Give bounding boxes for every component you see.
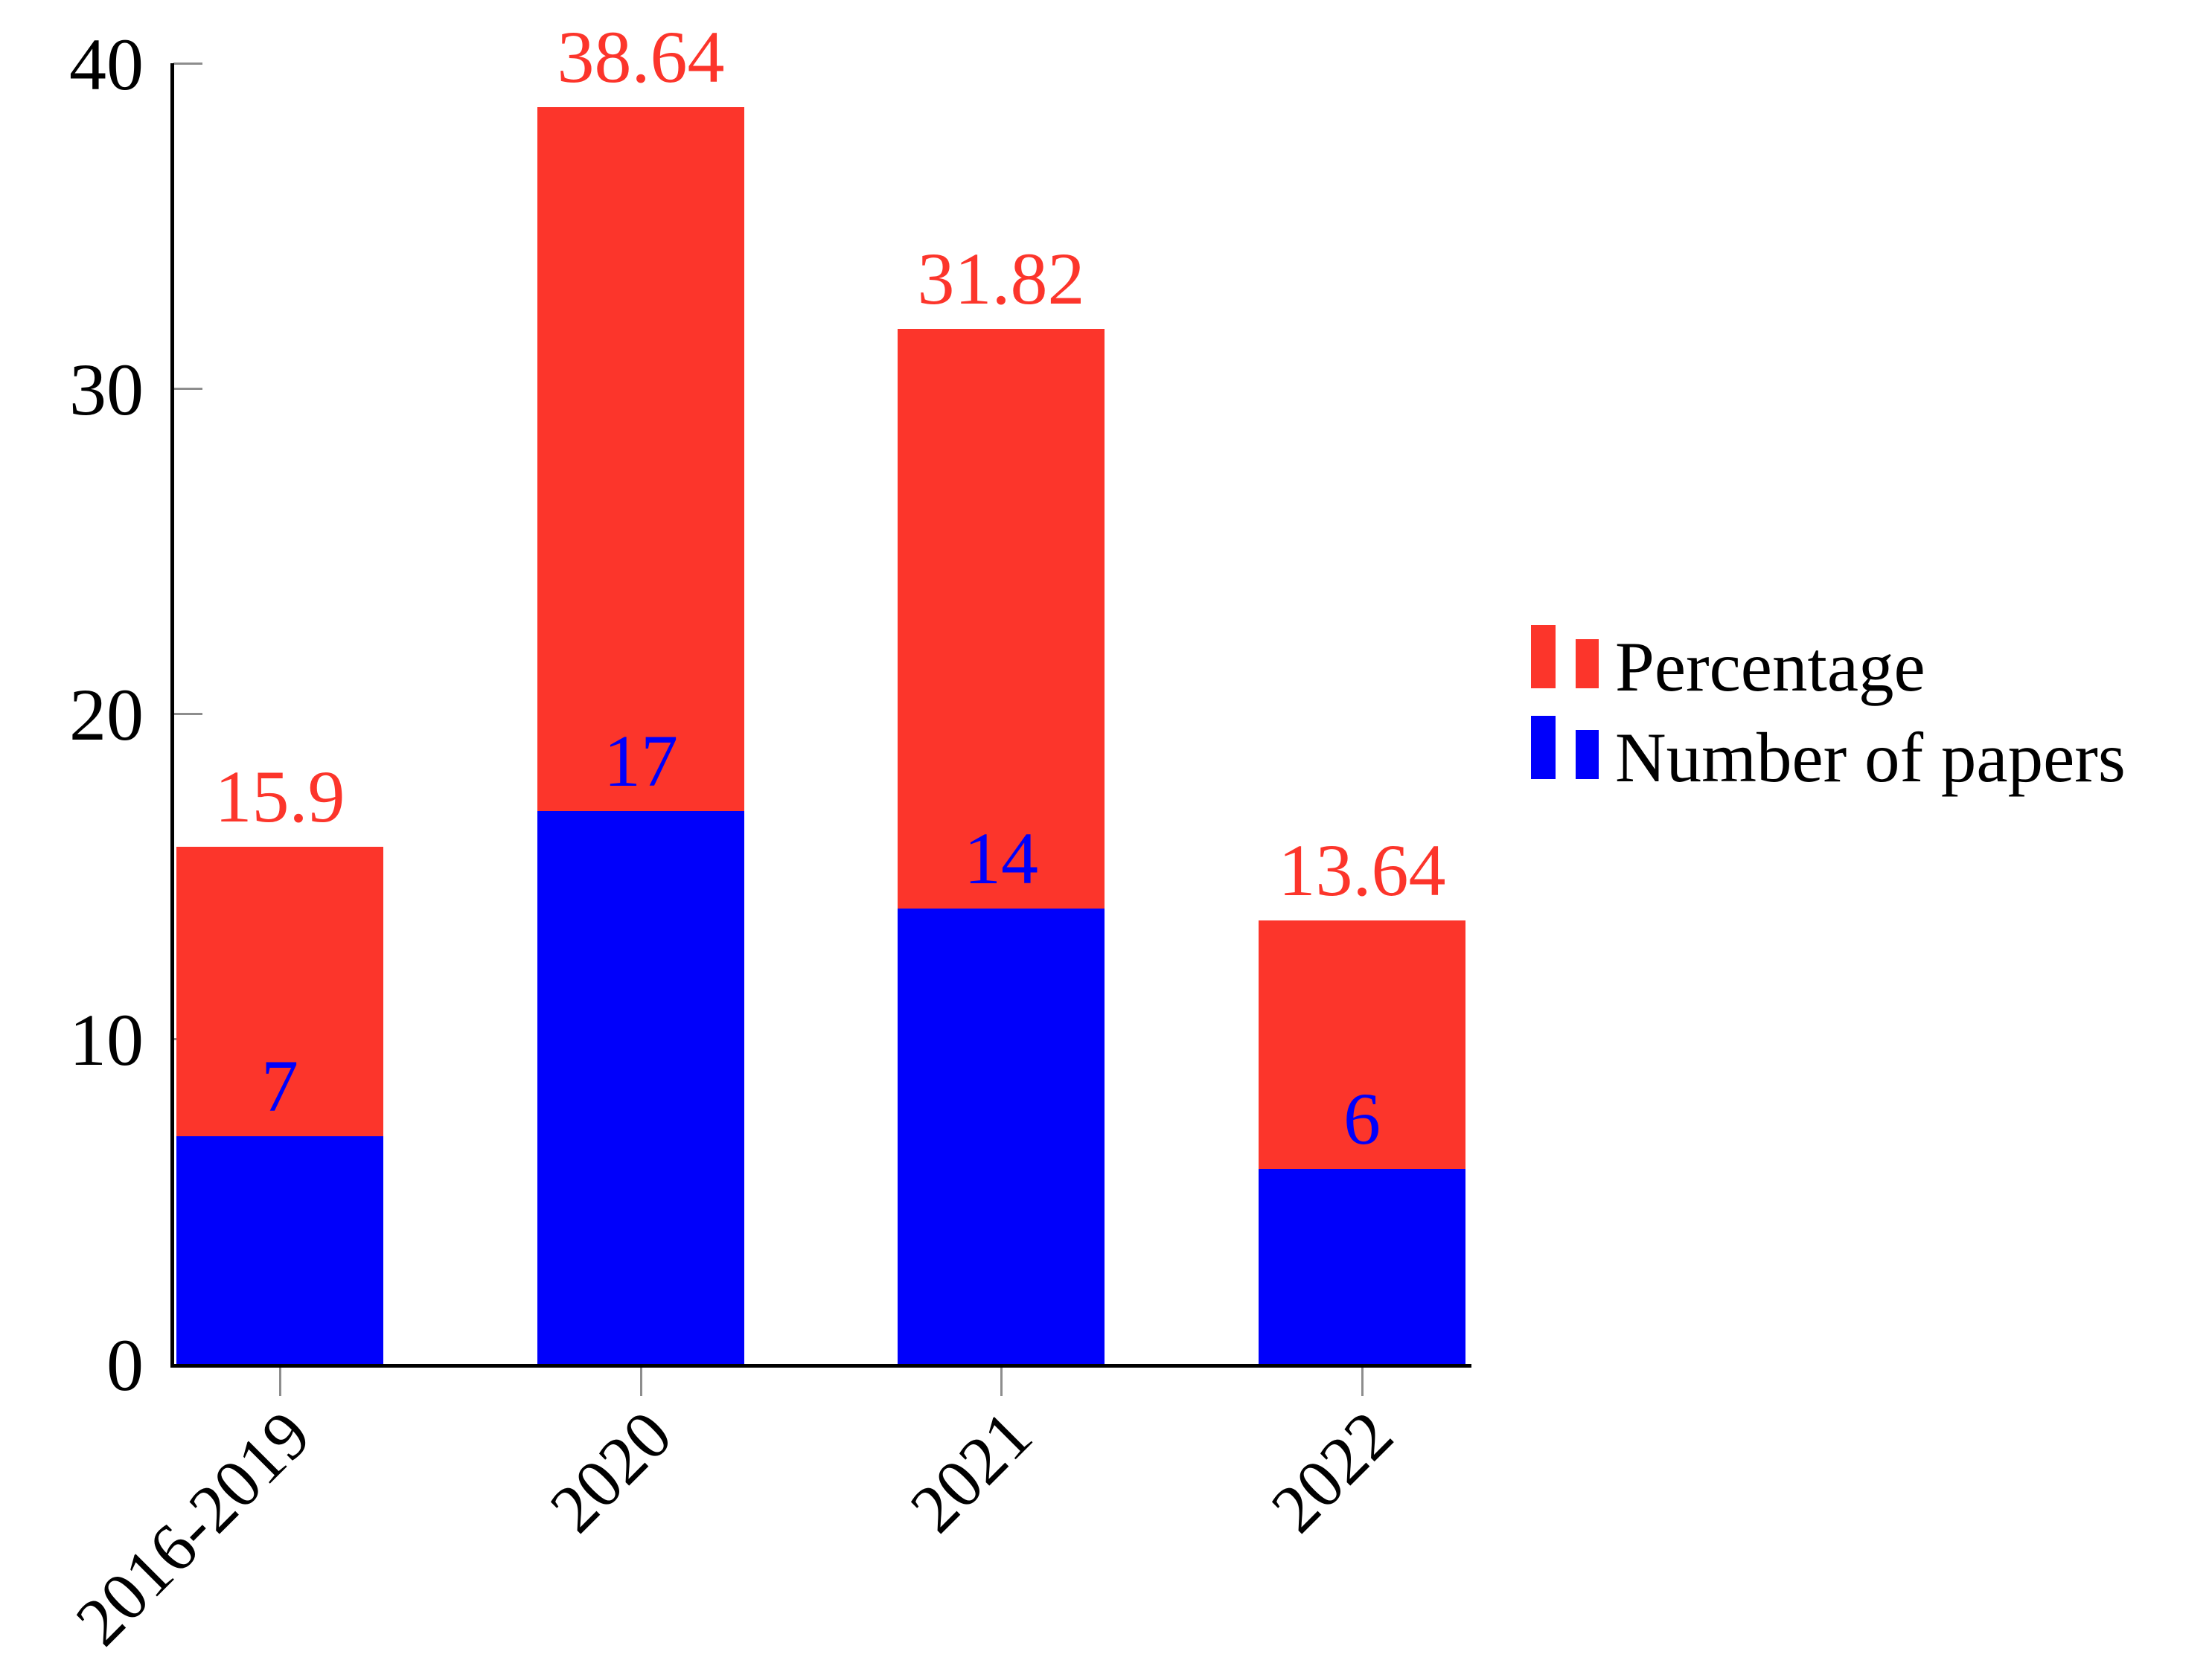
y-axis-tick-label: 20	[69, 673, 144, 756]
x-axis-line	[170, 1364, 1471, 1368]
x-axis-tick-label: 2022	[1256, 1396, 1407, 1547]
legend-label-number-of-papers: Number of papers	[1615, 718, 2126, 797]
x-axis-tick	[1000, 1368, 1003, 1396]
value-label: 31.82	[917, 237, 1085, 320]
y-axis-tick-label: 10	[69, 999, 144, 1081]
y-axis-tick-label: 40	[69, 23, 144, 106]
legend: Percentage Number of papers	[1531, 625, 2126, 793]
x-axis-tick-label: 2021	[895, 1396, 1046, 1547]
bar-number-of-papers-2020	[537, 811, 744, 1364]
x-axis-tick	[640, 1368, 642, 1396]
number-of-papers-swatch-icon	[1531, 716, 1556, 779]
value-label: 17	[604, 720, 678, 802]
legend-label-percentage: Percentage	[1615, 627, 1925, 706]
value-label: 7	[261, 1045, 298, 1127]
number-of-papers-swatch-small-icon	[1576, 730, 1599, 779]
bar-number-of-papers-2016-2019	[176, 1136, 383, 1364]
bar-number-of-papers-2021	[898, 909, 1105, 1364]
value-label: 38.64	[557, 16, 725, 98]
x-axis-tick	[279, 1368, 281, 1396]
y-axis-tick-label: 0	[106, 1324, 144, 1406]
percentage-swatch-small-icon	[1576, 639, 1599, 688]
legend-item-percentage: Percentage	[1531, 625, 2126, 702]
value-label: 14	[964, 817, 1038, 900]
value-label: 15.9	[214, 755, 345, 838]
y-axis-tick	[173, 713, 202, 715]
value-label: 13.64	[1278, 829, 1446, 912]
y-axis-line	[170, 63, 174, 1368]
y-axis-tick-label: 30	[69, 348, 144, 431]
value-label: 6	[1343, 1077, 1381, 1160]
bar-number-of-papers-2022	[1259, 1169, 1465, 1364]
x-axis-tick-label: 2020	[535, 1396, 686, 1547]
percentage-swatch-icon	[1531, 625, 1556, 688]
y-axis-tick	[173, 388, 202, 390]
x-axis-tick	[1361, 1368, 1364, 1396]
legend-item-number-of-papers: Number of papers	[1531, 716, 2126, 793]
y-axis-tick	[173, 63, 202, 65]
x-axis-tick-label: 2016-2019	[61, 1396, 325, 1660]
